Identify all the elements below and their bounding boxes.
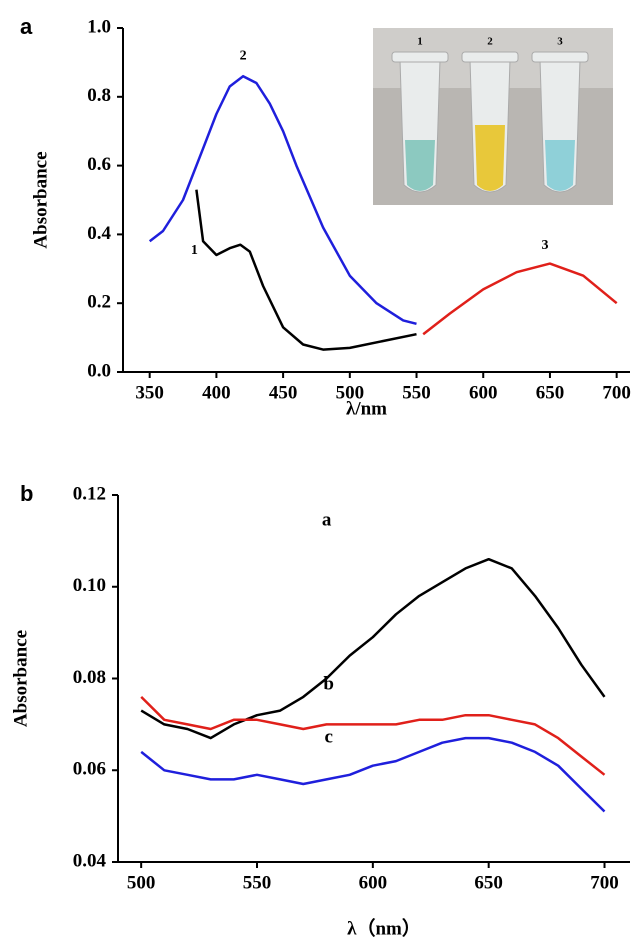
curve-label: a xyxy=(322,510,332,531)
y-tick-label: 0.8 xyxy=(87,85,111,106)
x-tick-label: 600 xyxy=(359,872,388,893)
y-tick-label: 1.0 xyxy=(87,16,111,37)
y-tick-label: 0.08 xyxy=(73,667,106,688)
curve-label: 2 xyxy=(240,48,247,63)
series-line xyxy=(140,696,606,776)
y-tick-label: 0.2 xyxy=(87,292,111,313)
inset-photo xyxy=(373,28,613,205)
x-tick-label: 450 xyxy=(269,382,298,403)
panel-label: a xyxy=(20,14,33,39)
curve-label: 1 xyxy=(191,243,198,258)
x-tick-label: 650 xyxy=(474,872,503,893)
y-axis-title: Absorbance xyxy=(30,151,51,248)
x-tick-label: 700 xyxy=(590,872,619,893)
y-tick-label: 0.4 xyxy=(87,223,111,244)
y-tick-label: 0.0 xyxy=(87,360,111,381)
inset-label: 1 xyxy=(417,36,423,48)
x-tick-label: 700 xyxy=(602,382,631,403)
series-line xyxy=(148,74,417,326)
inset-label: 2 xyxy=(487,36,493,48)
x-tick-label: 600 xyxy=(469,382,498,403)
x-tick-label: 500 xyxy=(127,872,156,893)
x-tick-label: 550 xyxy=(243,872,272,893)
series-line xyxy=(140,557,606,740)
x-tick-label: 550 xyxy=(402,382,431,403)
series-line xyxy=(195,189,417,351)
x-axis-title: λ/nm xyxy=(346,398,387,419)
inset-label: 3 xyxy=(557,36,563,48)
curve-label: b xyxy=(323,674,334,695)
x-tick-label: 350 xyxy=(135,382,164,403)
x-axis-title: λ（nm） xyxy=(347,916,421,939)
series-line xyxy=(422,262,618,336)
y-tick-label: 0.12 xyxy=(73,483,106,504)
y-axis-title: Absorbance xyxy=(10,630,31,727)
x-tick-label: 500 xyxy=(336,382,365,403)
y-tick-label: 0.06 xyxy=(73,759,106,780)
series-line xyxy=(140,736,606,813)
curve-label: 3 xyxy=(541,238,548,253)
x-tick-label: 400 xyxy=(202,382,231,403)
curve-label: c xyxy=(324,726,332,747)
panel-label: b xyxy=(20,481,33,506)
y-tick-label: 0.10 xyxy=(73,575,106,596)
x-tick-label: 650 xyxy=(536,382,565,403)
y-tick-label: 0.6 xyxy=(87,154,111,175)
y-tick-label: 0.04 xyxy=(73,850,107,871)
